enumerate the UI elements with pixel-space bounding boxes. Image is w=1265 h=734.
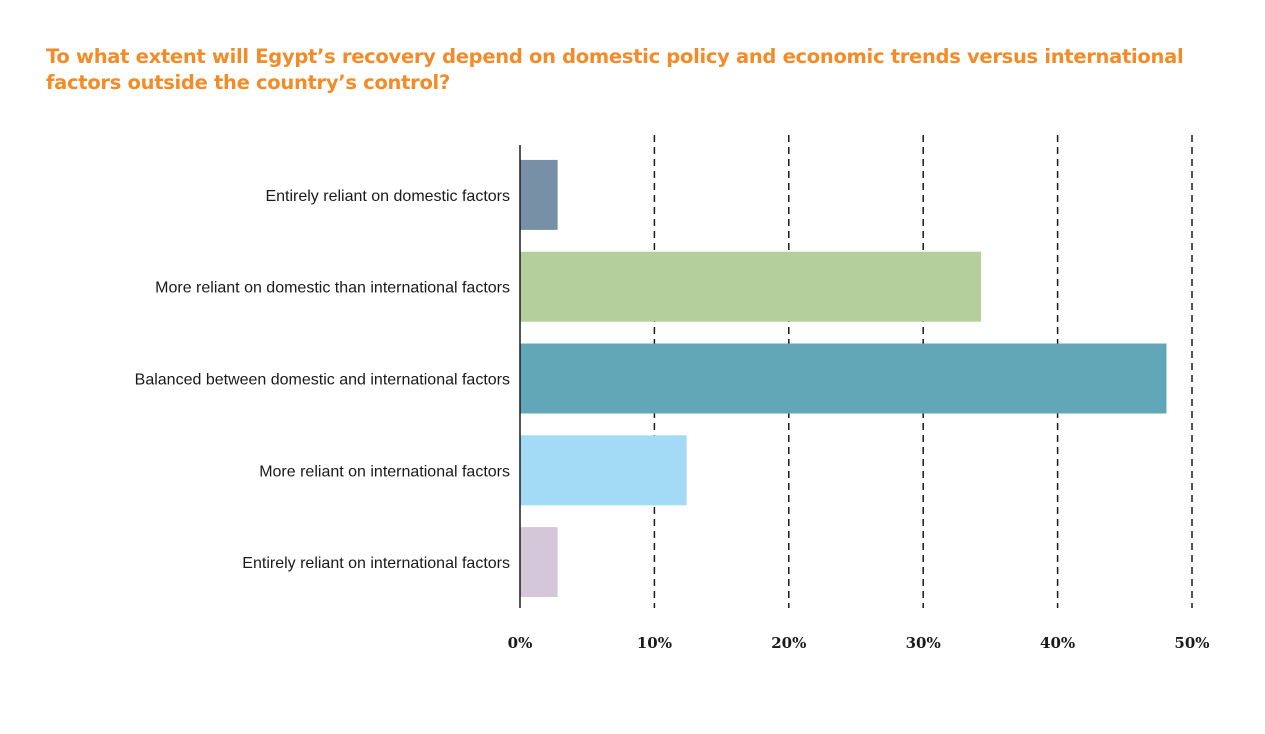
x-tick-labels: 0% 10% 20% 30% 40% 50% <box>508 634 1210 652</box>
bar <box>520 251 981 322</box>
bar <box>520 343 1167 414</box>
bar <box>520 159 558 230</box>
bar <box>520 435 687 506</box>
category-label: Entirely reliant on domestic factors <box>265 188 510 205</box>
x-tick-label: 20% <box>771 634 806 652</box>
x-tick-label: 0% <box>508 634 533 652</box>
x-tick-label: 40% <box>1040 634 1075 652</box>
gridlines <box>653 135 1193 608</box>
x-tick-label: 10% <box>637 634 672 652</box>
category-labels: Entirely reliant on domestic factors More… <box>135 188 510 572</box>
category-label: More reliant on domestic than internatio… <box>155 280 510 297</box>
bar <box>520 527 558 598</box>
x-tick-label: 50% <box>1174 634 1209 652</box>
category-label: Balanced between domestic and internatio… <box>135 372 510 389</box>
chart-title: To what extent will Egypt’s recovery dep… <box>46 45 1184 94</box>
category-label: Entirely reliant on international factor… <box>242 555 510 572</box>
x-tick-label: 30% <box>906 634 941 652</box>
bars <box>520 159 1167 598</box>
category-label: More reliant on international factors <box>259 463 510 480</box>
